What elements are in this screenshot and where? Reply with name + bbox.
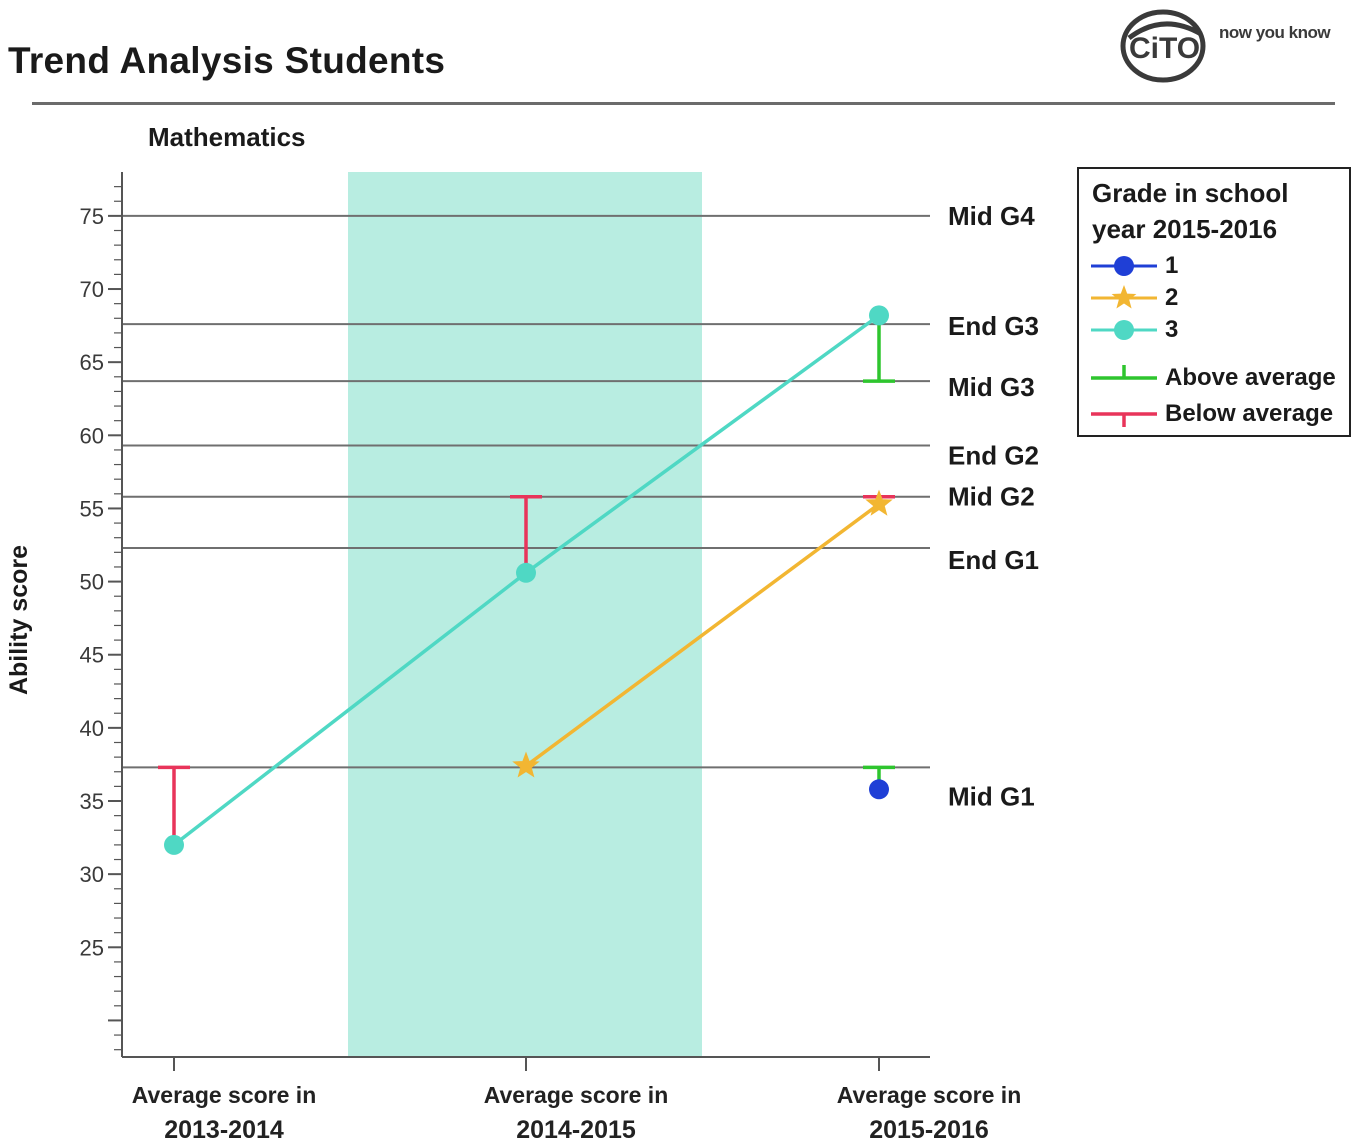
series-line-2 — [524, 502, 881, 768]
reference-line-label: End G3 — [948, 311, 1039, 341]
legend-entry-series-3: 3 — [1079, 315, 1349, 345]
y-tick-label: 60 — [80, 423, 104, 448]
y-tick-label: 35 — [80, 789, 104, 814]
series-markers — [164, 305, 893, 855]
axes: 25 30 35 40 45 50 55 60 65 70 75 Average score in 20… — [80, 172, 1022, 1144]
legend-title: Grade in school year 2015-2016 — [1092, 178, 1289, 244]
data-point-series-3 — [516, 562, 536, 583]
page-title: Trend Analysis Students — [8, 40, 446, 81]
reference-line-label: Mid G3 — [948, 372, 1035, 402]
legend-entry-series-1: 1 — [1079, 251, 1349, 281]
cito-logo: CiTO now you know — [1115, 8, 1355, 98]
data-point-series-3 — [869, 305, 889, 326]
y-tick-label: 70 — [80, 277, 104, 302]
logo-wordmark: CiTO — [1129, 32, 1200, 65]
legend-entry-above: Above average — [1079, 363, 1349, 393]
data-point-series-2 — [512, 751, 540, 778]
highlight-band-2014-2015 — [348, 172, 702, 1057]
y-tick-label: 50 — [80, 570, 104, 595]
x-tick-label-line1: Average score in — [837, 1082, 1022, 1108]
y-tick-label: 30 — [80, 862, 104, 887]
legend-label: 2 — [1165, 284, 1179, 311]
data-point-series-3 — [164, 834, 184, 855]
header-divider — [32, 102, 1335, 105]
data-point-series-1 — [869, 779, 889, 800]
legend-marker — [1114, 256, 1134, 276]
logo-tagline: now you know — [1219, 23, 1331, 42]
y-axis-title: Ability score — [5, 545, 33, 695]
data-point-series-2 — [865, 489, 893, 516]
x-tick-label-line2: 2014-2015 — [516, 1116, 636, 1144]
reference-line-label: End G2 — [948, 441, 1039, 471]
cito-logo-icon: CiTO now you know — [1120, 9, 1332, 83]
legend-marker — [1114, 320, 1134, 340]
legend: Grade in school year 2015-2016 1 2 3 Above … — [1077, 167, 1351, 437]
x-tick-label-line2: 2015-2016 — [869, 1116, 989, 1144]
y-tick-label: 40 — [80, 716, 104, 741]
deviation-bars — [158, 315, 895, 845]
y-tick-label: 25 — [80, 935, 104, 960]
y-tick-label: 55 — [80, 496, 104, 521]
x-tick-label-line1: Average score in — [132, 1082, 317, 1108]
legend-marker — [1111, 285, 1137, 309]
legend-entry-below: Below average — [1079, 399, 1349, 429]
star-marker-icon — [1091, 285, 1157, 309]
legend-label: Above average — [1165, 364, 1336, 391]
reference-line-label: End G1 — [948, 545, 1039, 575]
legend-label: Below average — [1165, 400, 1334, 427]
x-tick-label-line1: Average score in — [484, 1082, 669, 1108]
y-tick-label: 45 — [80, 643, 104, 668]
legend-entry-series-2: 2 — [1079, 283, 1349, 313]
page-header: Trend Analysis Students CiTO now you kno… — [0, 0, 1363, 108]
below-average-marker-icon — [1091, 412, 1157, 427]
circle-marker-icon — [1091, 256, 1157, 276]
chart-title: Mathematics — [148, 122, 306, 152]
y-tick-label: 65 — [80, 350, 104, 375]
legend-label: 1 — [1165, 252, 1179, 279]
reference-line-label: Mid G2 — [948, 482, 1035, 512]
x-tick-label-line2: 2013-2014 — [164, 1116, 284, 1144]
circle-marker-icon — [1091, 320, 1157, 340]
reference-line-label: Mid G1 — [948, 781, 1035, 811]
y-tick-label: 75 — [80, 204, 104, 229]
reference-line-label: Mid G4 — [948, 201, 1035, 231]
legend-label: 3 — [1165, 316, 1179, 343]
above-average-marker-icon — [1091, 365, 1157, 380]
